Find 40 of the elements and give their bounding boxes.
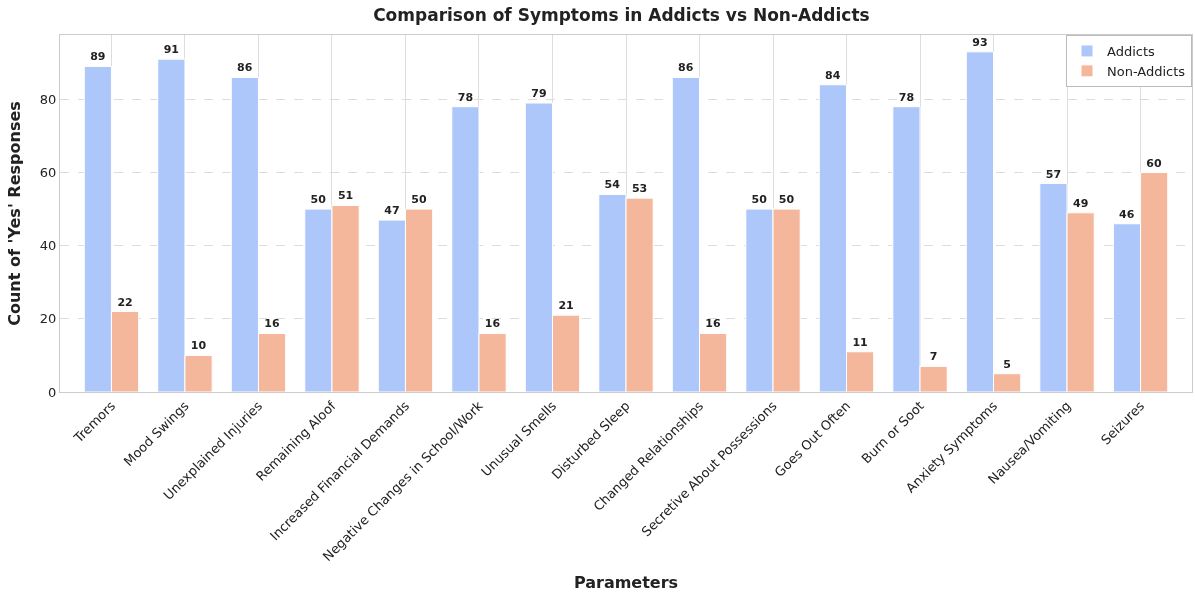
- data-label: 51: [337, 189, 354, 203]
- chart-title: Comparison of Symptoms in Addicts vs Non-Addicts: [373, 4, 870, 25]
- data-label: 93: [972, 35, 988, 49]
- data-label: 53: [631, 182, 648, 196]
- data-label: 7: [929, 350, 938, 364]
- x-axis-title: Parameters: [573, 573, 679, 592]
- y-tick-label: 20: [39, 311, 57, 327]
- data-label: 46: [1119, 207, 1135, 221]
- data-label: 50: [751, 193, 768, 207]
- y-tick-label: 40: [39, 238, 57, 254]
- data-label: 16: [264, 317, 280, 331]
- data-label: 49: [1072, 196, 1089, 210]
- data-label: 86: [678, 61, 694, 75]
- data-label: 10: [190, 339, 207, 353]
- data-label: 21: [558, 299, 574, 313]
- y-tick-label: 80: [39, 91, 57, 107]
- y-tick-label: 60: [39, 165, 57, 181]
- data-label: 11: [852, 335, 868, 349]
- data-label: 50: [310, 193, 327, 207]
- data-label: 79: [531, 87, 547, 101]
- data-label: 57: [1045, 167, 1062, 181]
- data-label: 50: [411, 193, 427, 207]
- y-axis-title: Count of 'Yes' Responses: [4, 101, 24, 326]
- data-label: 22: [117, 295, 133, 309]
- data-label: 60: [1146, 156, 1162, 170]
- data-label: 84: [825, 68, 841, 82]
- data-label: 78: [457, 90, 474, 104]
- legend-label: Non-Addicts: [1107, 63, 1186, 79]
- data-label: 16: [484, 317, 501, 331]
- data-label: 5: [1003, 357, 1011, 371]
- data-label: 54: [604, 178, 621, 192]
- data-label: 91: [163, 43, 180, 57]
- data-label: 50: [778, 193, 795, 207]
- legend-label: Addicts: [1107, 44, 1156, 60]
- data-label: 78: [898, 90, 915, 104]
- data-label: 86: [237, 61, 253, 75]
- data-label: 89: [90, 50, 106, 64]
- data-label: 47: [384, 204, 400, 218]
- data-label: 16: [705, 317, 721, 331]
- y-tick-label: 0: [48, 384, 57, 400]
